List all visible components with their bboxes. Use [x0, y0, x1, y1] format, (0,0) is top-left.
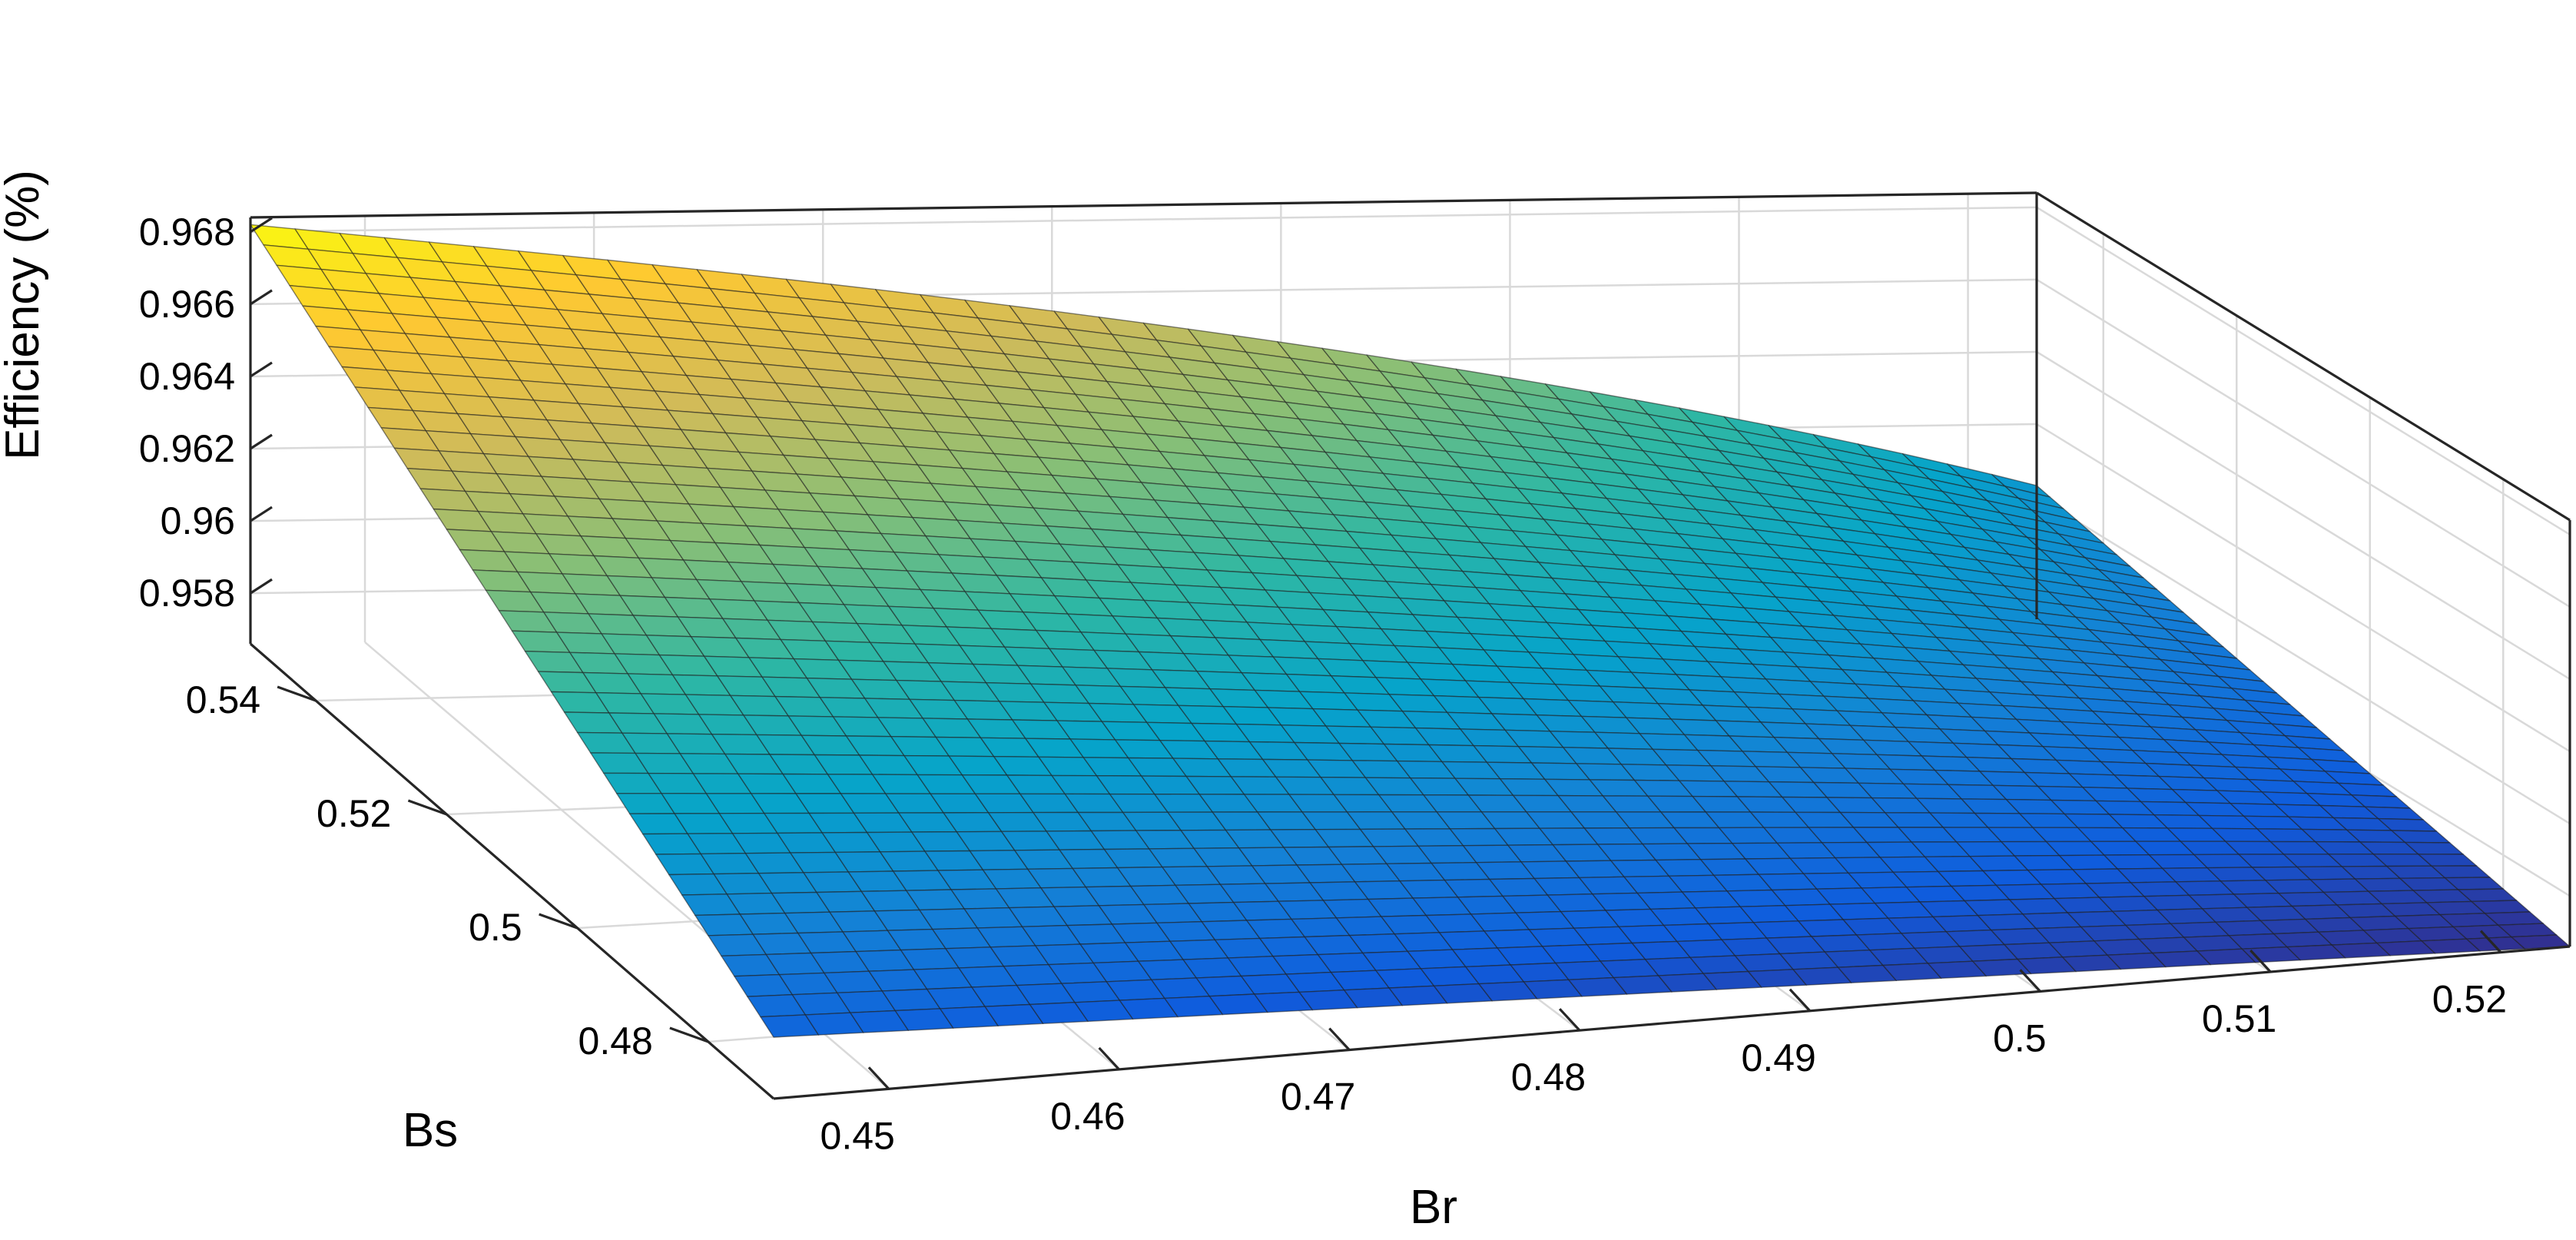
tick-marks	[250, 217, 2502, 1090]
frame-edge-top-back	[250, 191, 2037, 219]
y-tick-label: 0.52	[317, 792, 391, 835]
x-tick	[2019, 969, 2041, 993]
y-tick	[539, 913, 579, 930]
z-tick-label: 0.966	[139, 283, 235, 326]
x-tick	[2479, 930, 2502, 953]
x-tick-label: 0.47	[1281, 1076, 1355, 1119]
x-tick-label: 0.45	[821, 1114, 895, 1157]
side-gridline-z	[2036, 496, 2571, 825]
z-tick-label: 0.962	[139, 427, 235, 470]
side-gridline-z	[2036, 278, 2571, 608]
z-tick-label: 0.958	[139, 572, 235, 615]
side-gridline-z	[2036, 350, 2571, 681]
x-tick-label: 0.46	[1050, 1095, 1125, 1138]
x-tick	[867, 1066, 890, 1090]
x-tick-label: 0.51	[2202, 997, 2276, 1040]
z-tick-label: 0.968	[139, 211, 235, 254]
z-tick-label: 0.964	[139, 355, 235, 398]
x-tick	[2249, 949, 2272, 973]
x-axis-label: Br	[1410, 1181, 1457, 1234]
z-tick	[250, 361, 273, 378]
tick-labels: 0.958 0.96 0.962 0.964 0.966 0.968 0.48 0.5 0.52…	[139, 211, 2507, 1157]
y-tick-label: 0.48	[579, 1020, 653, 1063]
z-tick	[250, 578, 273, 595]
z-tick	[250, 217, 273, 234]
y-axis-label: Bs	[403, 1104, 458, 1157]
x-tick	[1328, 1027, 1351, 1051]
y-tick	[277, 685, 317, 702]
z-tick	[250, 289, 273, 306]
frame-edge-y-axis	[249, 642, 775, 1100]
side-gridline-z	[2036, 206, 2571, 535]
z-axis-label: Efficiency (%)	[0, 170, 49, 460]
surface-mesh	[250, 224, 2571, 1038]
y-tick-label: 0.54	[186, 678, 260, 721]
back-gridline-z	[250, 206, 2037, 234]
frame-edge-top-right	[2036, 191, 2571, 522]
x-tick	[1098, 1046, 1120, 1071]
x-tick-label: 0.48	[1511, 1056, 1586, 1099]
x-tick	[1558, 1008, 1581, 1032]
z-tick	[250, 506, 273, 522]
y-tick-label: 0.5	[469, 906, 522, 949]
x-tick	[1789, 988, 1812, 1012]
x-tick-label: 0.5	[1993, 1016, 2047, 1059]
x-tick-label: 0.52	[2432, 978, 2507, 1021]
z-tick-label: 0.96	[161, 499, 235, 542]
x-tick-label: 0.49	[1742, 1036, 1816, 1079]
side-gridline-z	[2036, 423, 2571, 753]
z-tick	[250, 433, 273, 450]
side-panel	[2037, 193, 2570, 947]
y-tick	[407, 799, 447, 816]
y-tick	[669, 1026, 709, 1043]
axis-frame	[249, 191, 2571, 1100]
